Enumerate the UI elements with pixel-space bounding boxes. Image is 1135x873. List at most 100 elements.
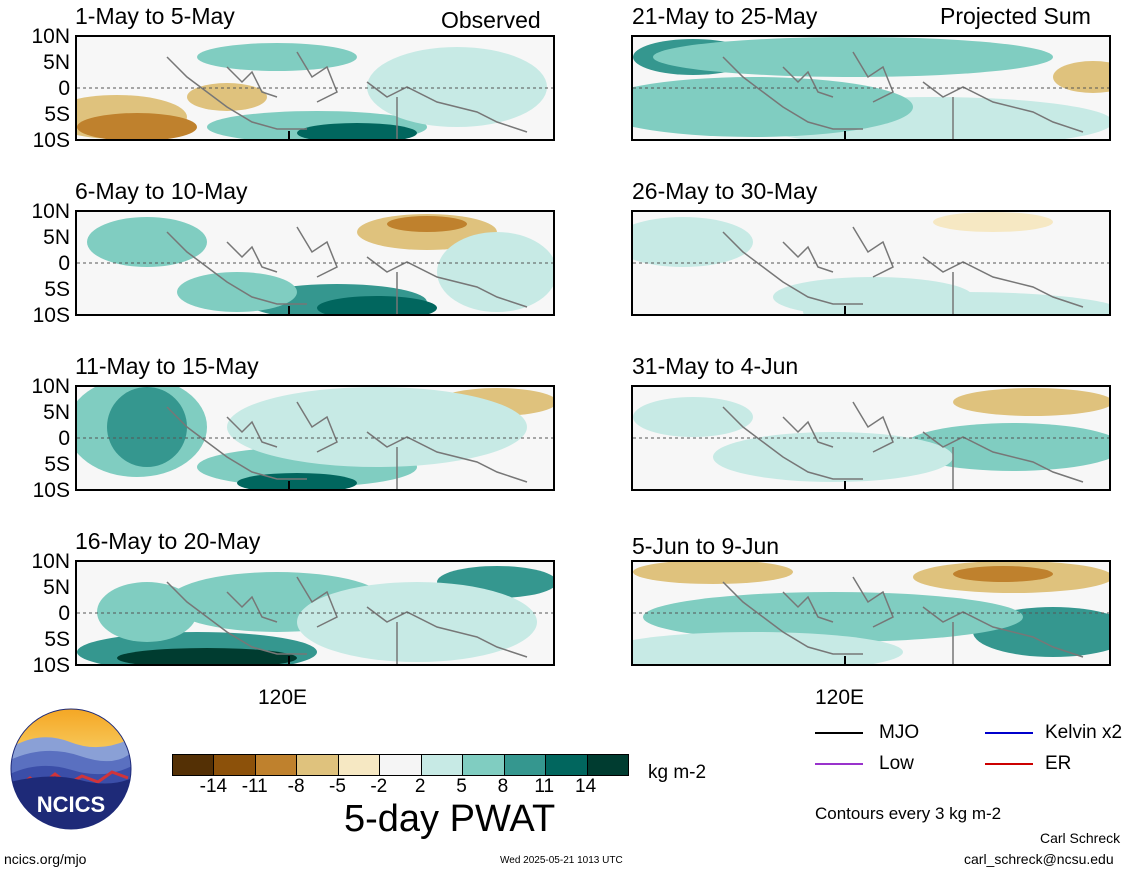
lat-label: 10S xyxy=(32,129,70,152)
map-field xyxy=(77,566,553,664)
lat-label: 10N xyxy=(31,550,70,573)
coastline xyxy=(722,401,1084,489)
colorbar-swatch xyxy=(338,755,381,775)
map-field xyxy=(77,43,553,139)
pwat-anomaly-shade xyxy=(177,272,297,312)
pwat-anomaly-shade xyxy=(237,473,357,489)
colorbar-swatch xyxy=(463,755,505,775)
panel-title-5: 21-May to 25-May xyxy=(632,3,818,29)
legend-swatch-er xyxy=(985,763,1033,765)
contours-note: Contours every 3 kg m-2 xyxy=(815,804,1002,823)
legend-label-mjo: MJO xyxy=(879,722,920,743)
lat-label: 0 xyxy=(58,77,70,100)
pwat-anomaly-shade xyxy=(633,562,793,584)
colorbar-tick-label: -5 xyxy=(329,776,346,797)
colorbar-tick-label: -14 xyxy=(199,776,228,797)
pwat-anomaly-shade xyxy=(633,77,913,137)
map-panel-4 xyxy=(75,560,555,666)
pwat-anomaly-shade xyxy=(317,296,437,314)
pwat-anomaly-shade xyxy=(953,566,1053,582)
pwat-anomaly-shade xyxy=(773,277,973,314)
lon-label-left: 120E xyxy=(258,686,308,709)
lat-label: 10N xyxy=(31,375,70,398)
pwat-anomaly-shade xyxy=(903,423,1109,471)
map-panel-6 xyxy=(631,210,1111,316)
coastline xyxy=(166,576,528,664)
lon-label-right: 120E xyxy=(815,686,865,709)
colorbar-swatch xyxy=(421,755,464,775)
panel-title-1: 1-May to 5-May xyxy=(75,3,235,29)
colorbar-tick-label: -2 xyxy=(370,776,388,797)
panel-title-8: 5-Jun to 9-Jun xyxy=(632,533,780,559)
lat-label: 10S xyxy=(32,304,70,327)
colorbar-swatch xyxy=(587,755,628,775)
map-field xyxy=(633,37,1109,139)
lat-label: 0 xyxy=(58,252,70,275)
legend: MJO Kelvin x2 Low ER xyxy=(815,721,1135,811)
map-panel-7 xyxy=(631,385,1111,491)
footer-timestamp: Wed 2025-05-21 1013 UTC xyxy=(500,855,623,866)
colorbar-units: kg m-2 xyxy=(648,762,707,783)
pwat-anomaly-shade xyxy=(227,387,527,467)
colorbar xyxy=(172,754,629,776)
panel-title-4: 16-May to 20-May xyxy=(75,528,261,554)
pwat-anomaly-shade xyxy=(77,113,197,139)
colorbar-tick-label: 5 xyxy=(456,776,467,797)
lat-label: 10S xyxy=(32,479,70,502)
colorbar-tick-label: 2 xyxy=(414,776,426,797)
panel-corner-observed: Observed xyxy=(441,7,541,33)
lat-label: 0 xyxy=(58,602,70,625)
map-panel-5 xyxy=(631,35,1111,141)
ncics-logo: NCICS xyxy=(10,708,132,830)
map-field xyxy=(633,562,1109,664)
pwat-anomaly-shade xyxy=(633,632,903,664)
pwat-anomaly-shade xyxy=(387,216,467,232)
lat-label: 5S xyxy=(44,628,70,651)
pwat-anomaly-shade xyxy=(643,592,1023,642)
colorbar-swatch xyxy=(214,755,256,775)
pwat-anomaly-shade xyxy=(437,232,553,312)
lat-label: 5S xyxy=(44,278,70,301)
footer-author: Carl Schreck xyxy=(1040,830,1121,846)
map-panel-8 xyxy=(631,560,1111,666)
colorbar-swatch xyxy=(504,755,547,775)
pwat-anomaly-shade xyxy=(297,582,537,662)
colorbar-tick-label: 11 xyxy=(534,776,555,797)
coastline xyxy=(722,576,1084,664)
pwat-anomaly-shade xyxy=(107,387,187,467)
legend-swatch-low xyxy=(815,763,863,765)
footer-email: carl_schreck@ncsu.edu xyxy=(964,851,1114,867)
lat-label: 10N xyxy=(31,25,70,48)
pwat-anomaly-shade xyxy=(933,212,1053,232)
map-panel-2 xyxy=(75,210,555,316)
pwat-anomaly-shade xyxy=(633,397,753,437)
panel-corner-projected: Projected Sum xyxy=(940,3,1091,29)
pwat-anomaly-shade xyxy=(87,217,207,267)
map-panel-3 xyxy=(75,385,555,491)
legend-label-low: Low xyxy=(879,753,914,774)
colorbar-swatch xyxy=(546,755,588,775)
lat-label: 5N xyxy=(43,226,70,249)
panel-title-3: 11-May to 15-May xyxy=(75,353,259,379)
coastline xyxy=(166,401,528,489)
pwat-anomaly-shade xyxy=(1053,61,1109,93)
lat-label: 5N xyxy=(43,401,70,424)
legend-label-er: ER xyxy=(1045,753,1072,774)
lat-label: 5S xyxy=(44,453,70,476)
pwat-anomaly-shade xyxy=(367,47,547,127)
colorbar-swatch xyxy=(380,755,422,775)
colorbar-title: 5-day PWAT xyxy=(344,798,556,840)
pwat-anomaly-shade xyxy=(953,388,1109,416)
lat-label: 0 xyxy=(58,427,70,450)
legend-label-kelvin: Kelvin x2 xyxy=(1045,722,1123,743)
lat-label: 5S xyxy=(44,103,70,126)
coastline xyxy=(166,51,528,139)
coastline xyxy=(166,226,528,314)
legend-swatch-kelvin xyxy=(985,732,1033,734)
map-field xyxy=(77,214,553,314)
map-panel-1 xyxy=(75,35,555,141)
footer-website: ncics.org/mjo xyxy=(4,851,87,867)
map-field xyxy=(633,388,1109,489)
colorbar-swatch xyxy=(173,755,215,775)
colorbar-tick-label: -11 xyxy=(241,776,268,797)
